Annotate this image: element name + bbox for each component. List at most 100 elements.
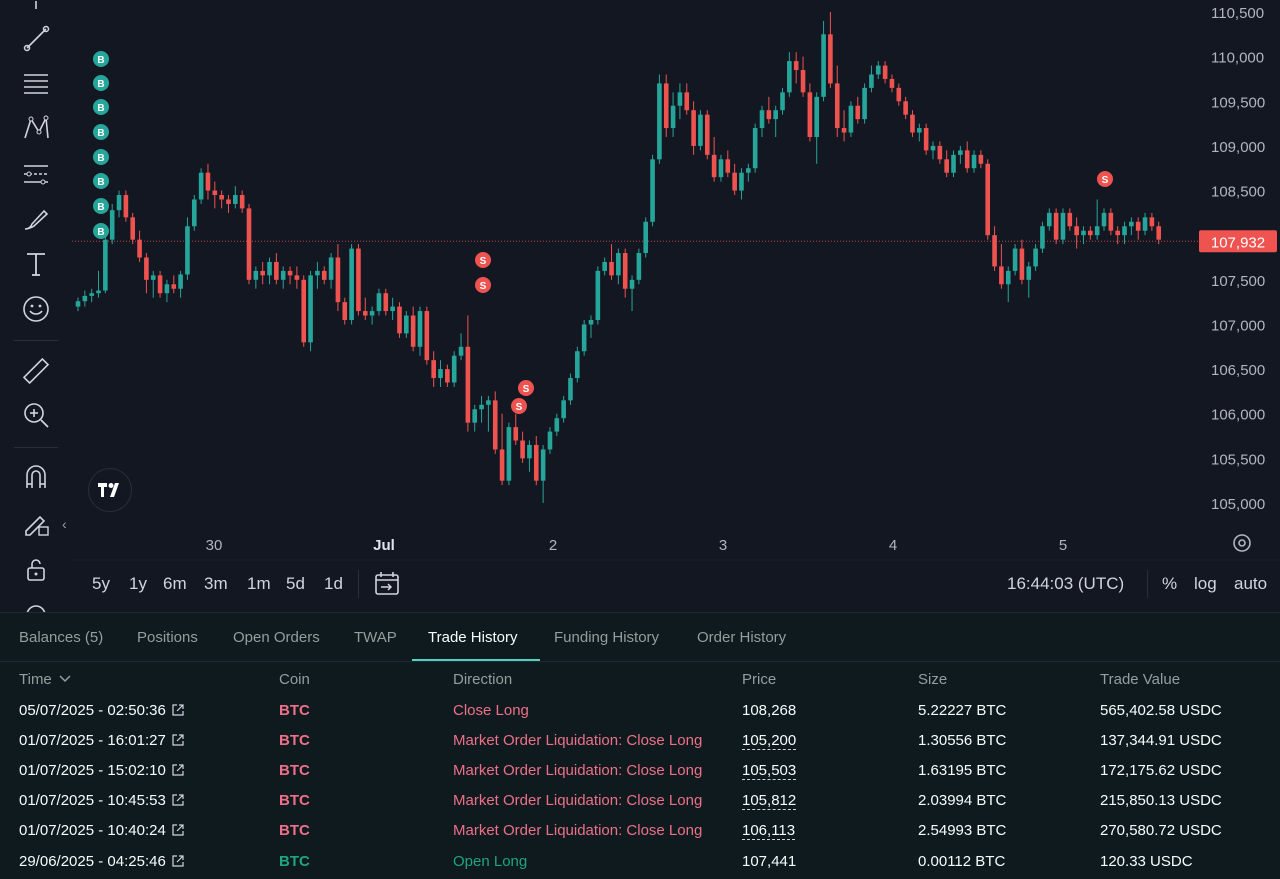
buy-marker-label: B [97, 55, 104, 66]
price-axis-label: 108,500 [1211, 184, 1265, 201]
trade-coin: BTC [279, 852, 310, 870]
tab-twap[interactable]: TWAP [354, 629, 397, 646]
candle-body [103, 239, 108, 291]
tab-order-history[interactable]: Order History [697, 629, 787, 646]
timeframe-3m[interactable]: 3m [204, 574, 228, 593]
brush-icon[interactable] [14, 202, 58, 236]
candle-body [663, 83, 669, 129]
timeframe-6m[interactable]: 6m [163, 574, 187, 593]
fib-retracement-icon[interactable] [14, 157, 58, 191]
log-scale-button[interactable]: log [1194, 574, 1217, 593]
timeframe-5y[interactable]: 5y [92, 574, 110, 593]
candle-body [342, 302, 348, 320]
candle-body [910, 114, 915, 133]
trade-time-text: 05/07/2025 - 02:50:36 [19, 702, 166, 719]
header-price: Price [742, 671, 777, 688]
trade-value: 215,850.13 USDC [1100, 792, 1222, 810]
sell-marker-label: S [523, 384, 530, 395]
trade-time-text: 01/07/2025 - 16:01:27 [19, 732, 166, 750]
candle-body [978, 154, 984, 164]
trade-price[interactable]: 106,113 [742, 822, 796, 841]
trade-time: 01/07/2025 - 15:02:10 [19, 762, 184, 779]
buy-marker-label: B [97, 177, 104, 188]
candle-body [999, 266, 1004, 285]
timeframe-1y[interactable]: 1y [129, 574, 147, 593]
collapse-toolbar-button[interactable]: ‹ [62, 516, 67, 532]
ruler-icon[interactable] [14, 354, 58, 388]
trade-time-text: 29/06/2025 - 04:25:46 [19, 852, 166, 870]
price-axis-label: 106,500 [1211, 362, 1265, 379]
tab-funding-history[interactable]: Funding History [554, 629, 660, 646]
tab-open-orders[interactable]: Open Orders [233, 629, 320, 646]
trade-value: 270,580.72 USDC [1100, 822, 1222, 840]
candle-body [527, 444, 532, 459]
zoom-in-icon[interactable] [14, 398, 58, 432]
trade-coin: BTC [279, 822, 310, 840]
candle-body [670, 105, 676, 129]
timeframe-1m[interactable]: 1m [247, 574, 271, 593]
candle-body [1101, 212, 1107, 227]
trend-line-icon[interactable] [14, 21, 58, 55]
candle-body [212, 190, 218, 196]
utc-clock[interactable]: 16:44:03 (UTC) [1007, 574, 1125, 593]
tab-positions[interactable]: Positions [137, 629, 198, 646]
candle-body [1012, 248, 1018, 271]
sell-marker [518, 380, 534, 396]
candle-body [1149, 217, 1155, 227]
candle-body [636, 253, 642, 280]
candle-body [328, 257, 334, 280]
header-time[interactable]: Time [19, 671, 71, 688]
price-axis-label: 109,000 [1211, 139, 1265, 156]
candle-body [157, 275, 163, 294]
draw-lock-icon[interactable] [14, 506, 58, 540]
tab-balances[interactable]: Balances (5) [19, 629, 104, 646]
sell-marker-label: S [516, 402, 523, 413]
tab-trade-history[interactable]: Trade History [428, 629, 518, 646]
trade-price[interactable]: 105,503 [742, 762, 797, 781]
candle-body [308, 275, 313, 343]
external-link-icon[interactable] [172, 704, 184, 716]
candle-body [759, 110, 765, 129]
table-row: 01/07/2025 - 16:01:27 BTC Market Order Liq… [0, 727, 1280, 757]
magnet-icon[interactable] [14, 460, 58, 494]
external-link-icon[interactable] [172, 824, 184, 836]
sell-marker-label: S [1102, 175, 1109, 186]
crosshair-icon[interactable] [14, 0, 58, 24]
price-chart[interactable]: 110,500110,000109,500109,000108,500108,0… [0, 0, 1280, 612]
trade-direction: Market Order Liquidation: Close Long [453, 732, 703, 750]
external-link-icon[interactable] [172, 764, 184, 776]
candle-body [752, 128, 758, 169]
candle-body [1115, 230, 1120, 236]
text-tool-icon[interactable] [14, 247, 58, 281]
account-panel: Balances (5) Positions Open Orders TWAP … [0, 612, 1280, 879]
candle-body [185, 226, 190, 275]
candle-body [397, 306, 402, 334]
price-axis-label: 109,500 [1211, 94, 1265, 111]
pattern-icon[interactable] [14, 111, 58, 145]
tradingview-logo[interactable] [88, 468, 132, 512]
external-link-icon[interactable] [172, 854, 184, 867]
candlestick-chart[interactable]: 110,500110,000109,500109,000108,500108,0… [0, 0, 1280, 612]
trade-size: 2.03994 BTC [918, 792, 1007, 810]
candle-body [773, 110, 778, 120]
candle-body [164, 284, 170, 294]
emoji-icon[interactable] [14, 292, 58, 326]
percent-scale-button[interactable]: % [1162, 574, 1178, 593]
auto-scale-button[interactable]: auto [1234, 574, 1268, 593]
candle-body [533, 444, 539, 481]
external-link-icon[interactable] [172, 734, 184, 746]
settings-gear-icon[interactable] [1233, 534, 1251, 552]
trade-price[interactable]: 105,200 [742, 732, 797, 751]
candle-body [568, 378, 573, 401]
trade-price[interactable]: 105,812 [742, 792, 797, 811]
trade-value: 120.33 USDC [1100, 852, 1193, 870]
trade-direction: Market Order Liquidation: Close Long [453, 762, 703, 780]
horizontal-lines-icon[interactable] [14, 66, 58, 100]
timeframe-1d[interactable]: 1d [324, 574, 343, 593]
date-range-icon[interactable] [373, 571, 401, 602]
unlock-icon[interactable] [14, 552, 58, 586]
candle-body [253, 270, 259, 280]
timeframe-5d[interactable]: 5d [286, 574, 305, 593]
candle-body [958, 150, 963, 155]
external-link-icon[interactable] [172, 794, 184, 806]
